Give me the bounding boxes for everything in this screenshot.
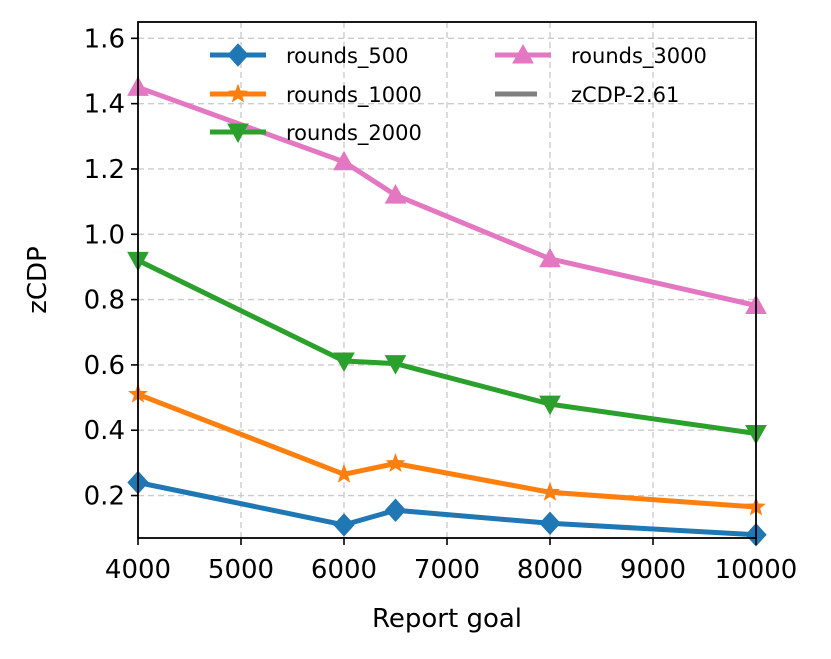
legend-label: zCDP-2.61 — [571, 83, 679, 107]
legend-label: rounds_3000 — [571, 44, 707, 69]
legend-item: rounds_500 — [210, 43, 409, 69]
ticks: 4000 5000 6000 7000 8000 9000 10000 0.2 0.4 0.6 0.… — [84, 24, 798, 585]
data-point — [333, 150, 355, 171]
x-tick-label: 7000 — [414, 555, 480, 585]
x-axis-label: Report goal — [372, 604, 522, 634]
legend-marker — [227, 123, 249, 144]
legend-marker — [228, 83, 248, 103]
legend: rounds_500 rounds_1000 rounds_2000 rounds_3… — [210, 43, 707, 146]
x-tick-label: 9000 — [620, 555, 686, 585]
legend-marker — [512, 43, 534, 64]
x-tick-label: 8000 — [517, 555, 583, 585]
legend-item: rounds_1000 — [210, 83, 422, 108]
data-point — [333, 352, 355, 373]
y-tick-label: 1.0 — [84, 220, 125, 250]
y-tick-label: 0.8 — [84, 286, 125, 316]
x-tick-label: 10000 — [715, 555, 798, 585]
y-tick-label: 0.4 — [84, 416, 125, 446]
data-point — [539, 511, 561, 536]
legend-label: rounds_1000 — [286, 83, 422, 108]
y-tick-label: 0.6 — [84, 351, 125, 381]
y-tick-label: 1.4 — [84, 90, 125, 120]
legend-label: rounds_2000 — [286, 121, 422, 146]
data-point — [334, 463, 354, 483]
legend-item: zCDP-2.61 — [495, 83, 679, 107]
x-tick-label: 6000 — [311, 555, 377, 585]
data-point — [539, 247, 561, 268]
y-tick-label: 1.6 — [84, 24, 125, 54]
x-tick-label: 5000 — [208, 555, 274, 585]
data-point — [540, 481, 560, 501]
x-tick-label: 4000 — [105, 555, 171, 585]
series-line — [137, 391, 757, 510]
data-point — [384, 184, 407, 204]
data-point — [384, 355, 407, 375]
legend-item: rounds_2000 — [210, 121, 422, 146]
y-axis-label: zCDP — [23, 246, 53, 314]
y-tick-label: 0.2 — [84, 482, 125, 512]
y-tick-label: 1.2 — [84, 155, 125, 185]
data-point — [385, 453, 406, 472]
legend-label: rounds_500 — [286, 44, 409, 69]
legend-marker — [227, 43, 249, 67]
data-point — [384, 498, 407, 522]
data-point — [539, 395, 561, 416]
data-point — [333, 513, 355, 537]
legend-item: rounds_3000 — [495, 43, 707, 69]
